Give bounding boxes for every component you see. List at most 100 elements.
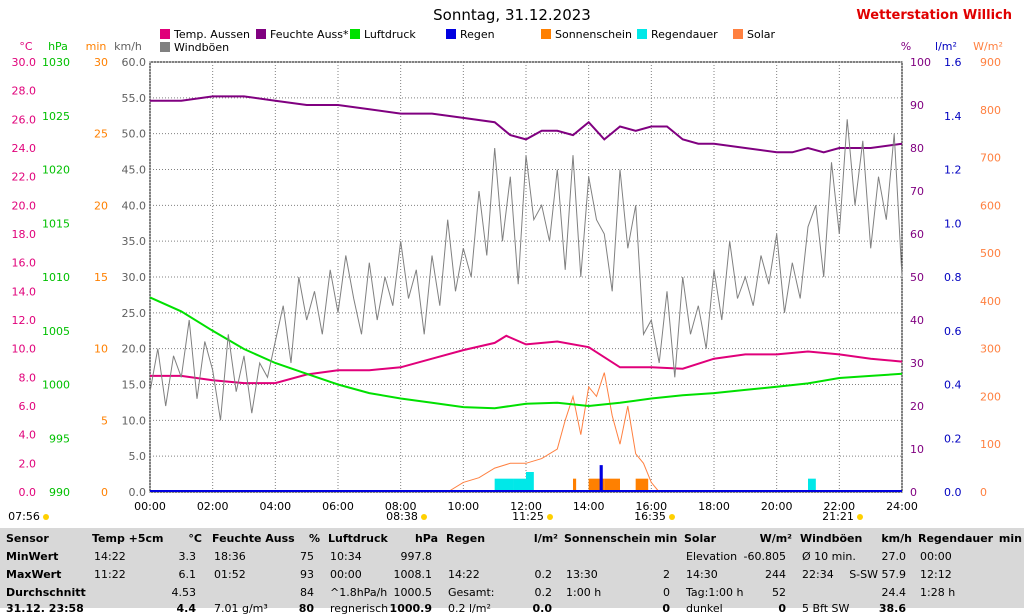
axis-tick-right: 200 [980,390,1001,403]
axis-tick-left: 6.0 [19,400,37,413]
table-cell: 00:00 [330,568,362,581]
axis-tick-left: 5.0 [129,450,147,463]
table-unit: °C [188,532,202,545]
table-cell: 13:30 [566,568,598,581]
legend-swatch [256,29,266,39]
table-header: Feuchte Auss [212,532,295,545]
axis-tick-right: 0.6 [944,325,962,338]
sun-icon [421,514,427,520]
axis-unit-right: W/m² [973,40,1003,53]
table-value: 75 [300,550,314,563]
table-unit: km/h [881,532,912,545]
axis-tick-left: 10 [94,343,108,356]
axis-tick-right: 90 [910,99,924,112]
axis-tick-left: 24.0 [12,142,37,155]
table-unit: hPa [414,532,438,545]
x-tick-label: 14:00 [573,500,605,513]
table-value: 24.4 [881,586,907,599]
sunshine-bar [604,478,620,492]
sun-markers: 07:56 08:38 11:25 16:35 21:21 [8,510,863,523]
axis-tick-right: 800 [980,104,1001,117]
axis-tick-right: 300 [980,343,1001,356]
table-unit: % [308,532,320,545]
axis-tick-right: 0.8 [944,271,962,284]
table-value: 0 [663,586,670,599]
table-row-label: MaxWert [6,568,62,581]
table-unit: min [998,532,1022,545]
axis-tick-left: 30.0 [12,56,37,69]
table-cell: 22:34 [802,568,834,581]
sun-icon [43,514,49,520]
legend-swatch [733,29,743,39]
weather-chart: Sonntag, 31.12.2023 Wetterstation Willic… [8,6,1012,523]
table-value: 1000.9 [389,602,432,615]
table-cell: ^1.8hPa/h [330,586,388,599]
table-cell: 14:22 [448,568,480,581]
x-tick-label: 20:00 [761,500,793,513]
axis-tick-left: 4.0 [19,429,37,442]
axis-tick-right: 0.4 [944,379,962,392]
axis-tick-right: 40 [910,314,924,327]
table-value: 93 [300,568,314,581]
raindur-bar [494,478,514,492]
table-column-sonne: Sonnenschein min 13:30 1:00 h 2 0 0 [564,528,677,615]
table-value: 38.6 [878,602,906,615]
table-cell: 0.2 l/m² [448,602,491,615]
table-header: Temp +5cm [92,532,164,545]
axis-unit-left: °C [19,40,33,53]
axis-tick-left: 50.0 [122,128,147,141]
table-header: Windböen [800,532,863,545]
axis-unit-left: hPa [48,40,68,53]
table-value: -60.805 [743,550,786,563]
table-cell: 7.01 g/m³ [214,602,268,615]
table-value: 3.3 [178,550,197,563]
axis-tick-right: 1.2 [944,164,962,177]
table-cell: 14:30 [686,568,718,581]
x-tick-label: 08:00 [385,500,417,513]
axis-tick-left: 2.0 [19,457,37,470]
axis-tick-right: 1.0 [944,217,962,230]
axis-tick-right: 80 [910,142,924,155]
axis-unit-right: % [901,40,911,53]
table-value: 0.2 [534,586,553,599]
table-header: Sensor [6,532,49,545]
axis-tick-left: 10.0 [12,343,37,356]
axis-unit-left: min [86,40,107,53]
axis-tick-left: 35.0 [122,235,147,248]
table-row-label: Durchschnitt [6,586,86,599]
table-value: S-SW 57.9 [849,568,906,581]
axis-tick-right: 500 [980,247,1001,260]
legend-swatch [160,42,170,52]
table-row-label: MinWert [6,550,59,563]
axis-tick-right: 50 [910,271,924,284]
table-cell: 14:22 [94,550,126,563]
x-tick-label: 04:00 [259,500,291,513]
axis-tick-left: 25.0 [122,307,147,320]
table-header: Solar [684,532,717,545]
axis-tick-left: 18.0 [12,228,37,241]
x-tick-label: 00:00 [134,500,166,513]
axis-tick-right: 0.2 [944,432,962,445]
legend-swatch [160,29,170,39]
table-value: 0.2 [534,568,553,581]
table-unit: W/m² [759,532,792,545]
axis-tick-left: 1020 [42,164,70,177]
axis-tick-right: 0 [910,486,917,499]
legend-label: Feuchte Auss* [270,28,349,41]
axis-tick-right: 0 [980,486,987,499]
axis-tick-left: 55.0 [122,92,147,105]
sun-marker-label: 21:21 [822,510,854,523]
sun-marker-label: 11:25 [512,510,544,523]
table-value: 0 [662,602,670,615]
axis-tick-right: 1.6 [944,56,962,69]
table-cell: 01:52 [214,568,246,581]
table-cell: 11:22 [94,568,126,581]
table-column-regendauer: Regendauer min 00:00 12:12 1:28 h [918,528,1022,608]
marks [149,95,903,493]
table-cell: Gesamt: [448,586,495,599]
axis-tick-right: 10 [910,443,924,456]
axis-tick-left: 28.0 [12,85,37,98]
table-cell: dunkel [686,602,723,615]
table-cell: 00:00 [920,550,952,563]
table-cell: Tag:1:00 h [686,586,744,599]
